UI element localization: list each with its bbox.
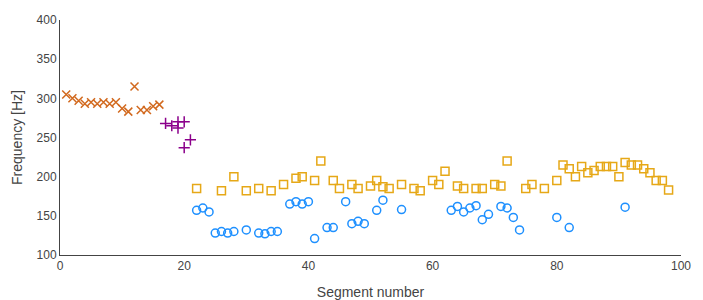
svg-text:0: 0 — [57, 259, 64, 273]
svg-text:80: 80 — [550, 259, 564, 273]
svg-text:100: 100 — [671, 259, 691, 273]
svg-text:Frequency [Hz]: Frequency [Hz] — [9, 90, 25, 185]
svg-text:300: 300 — [37, 92, 57, 106]
svg-text:200: 200 — [37, 170, 57, 184]
svg-text:40: 40 — [302, 259, 316, 273]
svg-text:20: 20 — [178, 259, 192, 273]
svg-text:250: 250 — [37, 131, 57, 145]
svg-text:400: 400 — [37, 13, 57, 27]
svg-text:150: 150 — [37, 209, 57, 223]
svg-text:Segment number: Segment number — [317, 284, 425, 300]
svg-text:350: 350 — [37, 52, 57, 66]
svg-text:60: 60 — [426, 259, 440, 273]
svg-text:100: 100 — [37, 248, 57, 262]
